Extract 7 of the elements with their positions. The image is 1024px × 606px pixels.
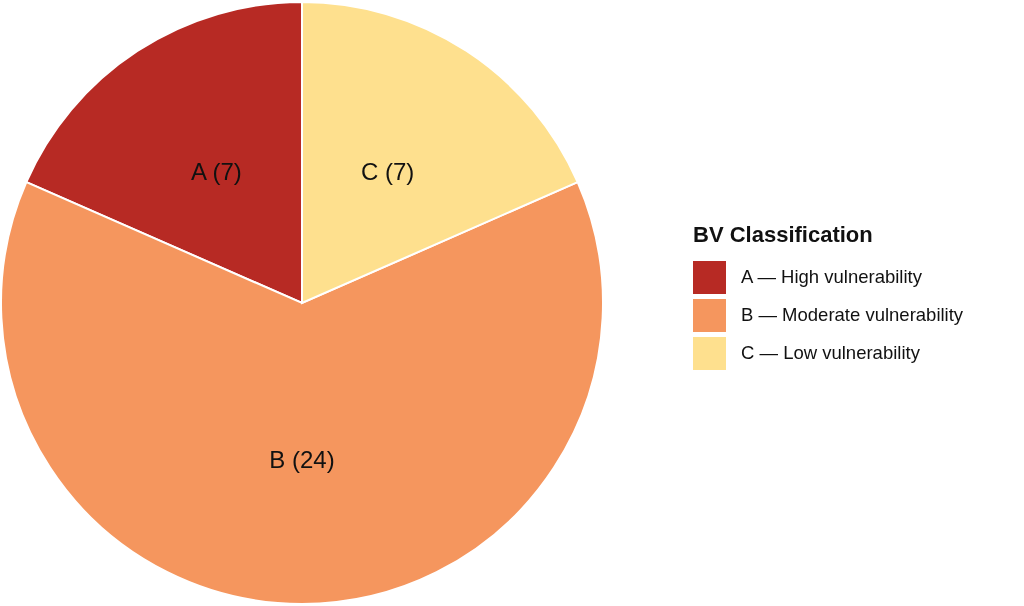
legend-label: B — Moderate vulnerability [741,304,964,326]
legend-title: BV Classification [693,222,874,248]
legend-label: C — Low vulnerability [741,342,920,364]
data-label: B (24) [269,446,335,474]
data-label: A (7) [191,158,242,186]
data-label: C (7) [360,158,415,186]
legend-label: A — High vulnerability [741,266,922,288]
